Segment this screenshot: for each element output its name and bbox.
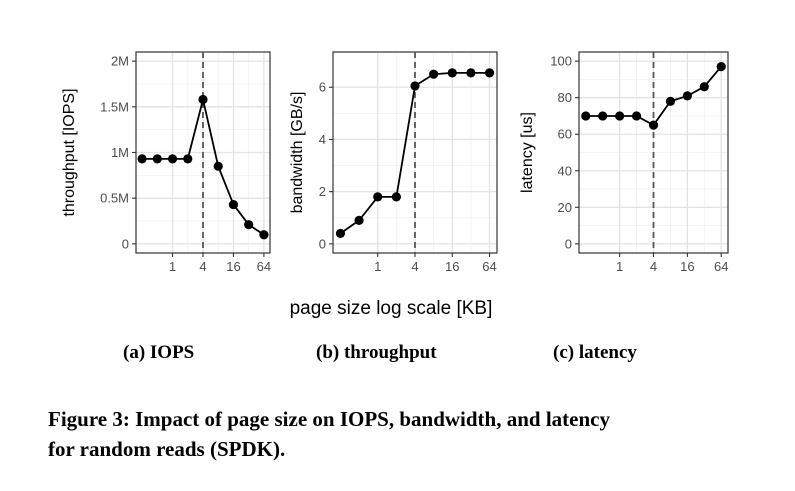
bandwidth-y-tick-label: 6 (319, 80, 326, 95)
bandwidth-y-tick-label: 0 (319, 236, 326, 251)
latency-data-point (598, 111, 608, 121)
caption-line-1: Figure 3: Impact of page size on IOPS, b… (48, 407, 610, 431)
bandwidth-data-point (373, 192, 383, 202)
latency-y-tick-label: 80 (558, 90, 572, 105)
iops-panel: 0 0.5M 1M 1.5M 2M 1 4 16 64 throughput [IOPS] (61, 51, 271, 274)
iops-data-point (259, 230, 269, 240)
bandwidth-data-point (466, 68, 476, 78)
iops-y-tick-label: 0 (122, 236, 129, 251)
latency-y-tick-label: 20 (558, 200, 572, 215)
latency-x-tick-label: 64 (714, 259, 728, 274)
latency-data-point (716, 62, 726, 72)
bandwidth-x-tick-label: 16 (445, 259, 459, 274)
iops-y-tick-label: 1.5M (100, 99, 129, 114)
iops-y-tick-label: 0.5M (100, 191, 129, 206)
subcaption-a: (a) IOPS (123, 342, 195, 363)
iops-data-point (244, 220, 254, 230)
bandwidth-x-tick-label: 1 (374, 259, 381, 274)
latency-data-point (581, 111, 591, 121)
iops-y-tick-label: 2M (111, 54, 129, 69)
iops-data-point (152, 154, 162, 164)
latency-x-tick-label: 4 (650, 259, 657, 274)
latency-data-point (615, 111, 625, 121)
bandwidth-panel: 0 2 4 6 1 4 16 64 bandwidth [GB/s] (289, 51, 498, 274)
caption-line-2: for random reads (SPDK). (48, 437, 286, 461)
subcaption-b: (b) throughput (316, 342, 437, 363)
iops-x-tick-label: 4 (199, 259, 206, 274)
iops-data-point (167, 154, 178, 164)
bandwidth-x-tick-label: 4 (411, 259, 418, 274)
latency-data-point (682, 91, 692, 101)
latency-panel: 0 20 40 60 80 100 1 4 16 64 latency [us] (519, 51, 729, 274)
iops-data-point (228, 199, 239, 210)
bandwidth-y-tick-label: 4 (319, 132, 326, 147)
bandwidth-data-point (335, 228, 346, 239)
iops-x-tick-label: 64 (257, 259, 271, 274)
iops-data-point (137, 154, 147, 164)
bandwidth-data-point (410, 81, 420, 91)
latency-x-tick-label: 16 (680, 259, 694, 274)
bandwidth-y-axis-label: bandwidth [GB/s] (289, 92, 306, 214)
bandwidth-data-point (447, 68, 457, 78)
latency-y-tick-label: 60 (558, 127, 572, 142)
iops-data-point (213, 161, 223, 171)
latency-y-axis-label: latency [us] (519, 112, 536, 193)
shared-x-axis-label: page size log scale [KB] (290, 298, 493, 319)
bandwidth-data-point (429, 69, 439, 79)
bandwidth-x-tick-label: 64 (482, 259, 496, 274)
latency-data-point (648, 120, 659, 130)
bandwidth-data-point (484, 68, 495, 78)
iops-y-tick-label: 1M (111, 145, 129, 160)
iops-x-tick-label: 16 (226, 259, 240, 274)
iops-y-axis-label: throughput [IOPS] (61, 88, 78, 216)
latency-y-tick-label: 40 (558, 163, 572, 178)
bandwidth-data-point (354, 215, 364, 225)
latency-data-point (699, 82, 709, 92)
iops-data-point (183, 154, 193, 164)
figure-caption: Figure 3: Impact of page size on IOPS, b… (48, 404, 768, 464)
bandwidth-y-tick-label: 2 (319, 184, 326, 199)
iops-x-tick-label: 1 (169, 259, 176, 274)
latency-y-tick-label: 0 (565, 236, 572, 251)
latency-data-point (631, 111, 642, 121)
latency-x-tick-label: 1 (616, 259, 623, 274)
iops-data-point (198, 94, 208, 105)
subcaption-c: (c) latency (553, 342, 637, 363)
latency-y-tick-label: 100 (550, 54, 572, 69)
latency-data-point (665, 96, 676, 106)
bandwidth-data-point (391, 192, 401, 202)
